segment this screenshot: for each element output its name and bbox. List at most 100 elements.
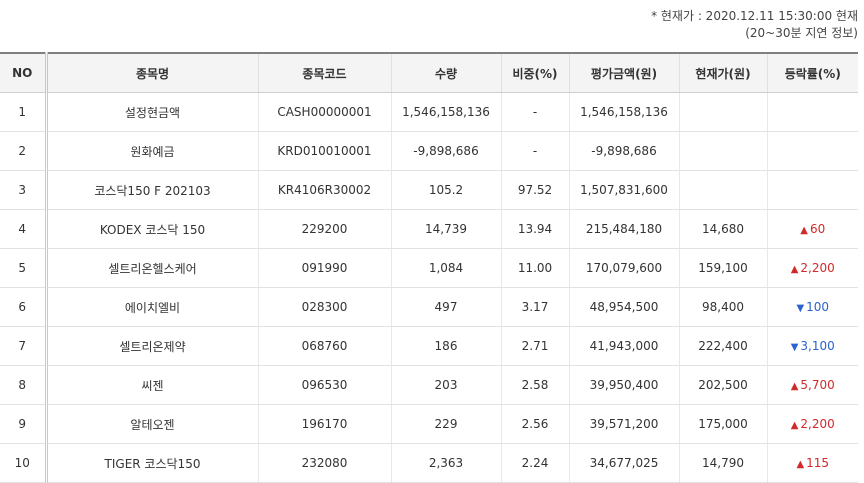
cell-weight: 2.56 (500, 404, 569, 444)
cell-price: 202,500 (678, 365, 767, 405)
cell-quantity: 2,363 (390, 443, 501, 483)
cell-weight: - (500, 92, 569, 132)
triangle-up-icon: ▲ (796, 459, 805, 470)
cell-weight: - (500, 131, 569, 171)
change-value: 115 (806, 456, 830, 470)
cell-name: 에이치엘비 (44, 287, 258, 327)
cell-change: ▲ 60 (766, 209, 858, 249)
cell-code: 068760 (257, 326, 391, 366)
cell-value: 170,079,600 (568, 248, 679, 288)
col-header-code: 종목코드 (257, 52, 391, 93)
table-row: 1 설정현금액 CASH00000001 1,546,158,136-1,546,15… (0, 92, 858, 132)
delay-info-line: (20~30분 지연 정보) (745, 26, 858, 40)
cell-value: -9,898,686 (568, 131, 679, 171)
table-row: 9 알테오젠 196170 229 2.56 39,571,200 175,000 ▲ 2,20… (0, 404, 858, 444)
cell-code: 028300 (257, 287, 391, 327)
cell-price (678, 131, 767, 171)
cell-price: 98,400 (678, 287, 767, 327)
cell-change (766, 170, 858, 210)
table-row: 8 씨젠 096530 203 2.58 39,950,400 202,500 ▲ 5,700 (0, 365, 858, 405)
cell-price (678, 170, 767, 210)
cell-quantity: -9,898,686 (390, 131, 501, 171)
price-timestamp-note: * 현재가 : 2020.12.11 15:30:00 현재 (20~30분 지… (651, 8, 858, 42)
cell-quantity: 497 (390, 287, 501, 327)
table-header-row: NO 종목명 종목코드 수량 비중(%) 평가금액(원) 현재가(원) 등락률(… (0, 52, 858, 93)
cell-price: 14,680 (678, 209, 767, 249)
change-value: 5,700 (800, 378, 835, 392)
col-header-name: 종목명 (44, 52, 258, 93)
cell-quantity: 229 (390, 404, 501, 444)
cell-value: 39,950,400 (568, 365, 679, 405)
cell-change (766, 92, 858, 132)
table-row: 10 TIGER 코스닥150 232080 2,363 2.24 34,677,025 1… (0, 443, 858, 483)
change-value: 2,200 (800, 261, 835, 275)
change-value: 3,100 (800, 339, 835, 353)
timestamp-line: * 현재가 : 2020.12.11 15:30:00 현재 (651, 9, 858, 23)
cell-quantity: 1,084 (390, 248, 501, 288)
cell-name: 코스닥150 F 202103 (44, 170, 258, 210)
cell-name: KODEX 코스닥 150 (44, 209, 258, 249)
cell-change: ▲ 115 (766, 443, 858, 483)
cell-code: 091990 (257, 248, 391, 288)
change-value: 100 (806, 300, 830, 314)
table-row: 4 KODEX 코스닥 150 229200 14,739 13.94 215,484,1… (0, 209, 858, 249)
cell-weight: 2.58 (500, 365, 569, 405)
cell-weight: 97.52 (500, 170, 569, 210)
cell-value: 48,954,500 (568, 287, 679, 327)
table-row: 7 셀트리온제약 068760 186 2.71 41,943,000 222,400 ▼ 3,… (0, 326, 858, 366)
cell-change: ▲ 2,200 (766, 248, 858, 288)
change-value: 2,200 (800, 417, 835, 431)
triangle-up-icon: ▲ (790, 264, 799, 275)
change-value: 60 (809, 222, 826, 236)
cell-change: ▼ 3,100 (766, 326, 858, 366)
cell-weight: 2.71 (500, 326, 569, 366)
cell-change (766, 131, 858, 171)
cell-name: 셀트리온제약 (44, 326, 258, 366)
cell-no: 2 (0, 131, 46, 171)
cell-code: 232080 (257, 443, 391, 483)
triangle-up-icon: ▲ (790, 420, 799, 431)
cell-name: 알테오젠 (44, 404, 258, 444)
cell-code: 229200 (257, 209, 391, 249)
cell-no: 3 (0, 170, 46, 210)
cell-price: 159,100 (678, 248, 767, 288)
cell-no: 7 (0, 326, 46, 366)
col-header-quantity: 수량 (390, 52, 501, 93)
cell-code: CASH00000001 (257, 92, 391, 132)
cell-price: 14,790 (678, 443, 767, 483)
cell-value: 215,484,180 (568, 209, 679, 249)
cell-no: 9 (0, 404, 46, 444)
triangle-down-icon: ▼ (790, 342, 799, 353)
cell-no: 5 (0, 248, 46, 288)
cell-change: ▼ 100 (766, 287, 858, 327)
cell-price: 175,000 (678, 404, 767, 444)
col-header-weight: 비중(%) (500, 52, 569, 93)
col-header-no: NO (0, 52, 46, 93)
cell-weight: 11.00 (500, 248, 569, 288)
cell-quantity: 14,739 (390, 209, 501, 249)
col-header-change: 등락률(%) (766, 52, 858, 93)
cell-name: 원화예금 (44, 131, 258, 171)
cell-value: 1,507,831,600 (568, 170, 679, 210)
cell-no: 1 (0, 92, 46, 132)
triangle-up-icon: ▲ (790, 381, 799, 392)
cell-quantity: 1,546,158,136 (390, 92, 501, 132)
table-row: 2 원화예금 KRD010010001 -9,898,686- -9,898,686 (0, 131, 858, 171)
cell-no: 4 (0, 209, 46, 249)
holdings-table: NO 종목명 종목코드 수량 비중(%) 평가금액(원) 현재가(원) 등락률(… (0, 52, 858, 483)
cell-name: 씨젠 (44, 365, 258, 405)
cell-weight: 13.94 (500, 209, 569, 249)
cell-name: 셀트리온헬스케어 (44, 248, 258, 288)
cell-no: 10 (0, 443, 46, 483)
triangle-up-icon: ▲ (800, 225, 808, 236)
cell-weight: 3.17 (500, 287, 569, 327)
cell-weight: 2.24 (500, 443, 569, 483)
cell-code: KRD010010001 (257, 131, 391, 171)
cell-value: 34,677,025 (568, 443, 679, 483)
cell-value: 1,546,158,136 (568, 92, 679, 132)
cell-value: 41,943,000 (568, 326, 679, 366)
cell-quantity: 203 (390, 365, 501, 405)
cell-change: ▲ 5,700 (766, 365, 858, 405)
cell-name: 설정현금액 (44, 92, 258, 132)
table-row: 3 코스닥150 F 202103 KR4106R30002 105.2 97.52 1,… (0, 170, 858, 210)
